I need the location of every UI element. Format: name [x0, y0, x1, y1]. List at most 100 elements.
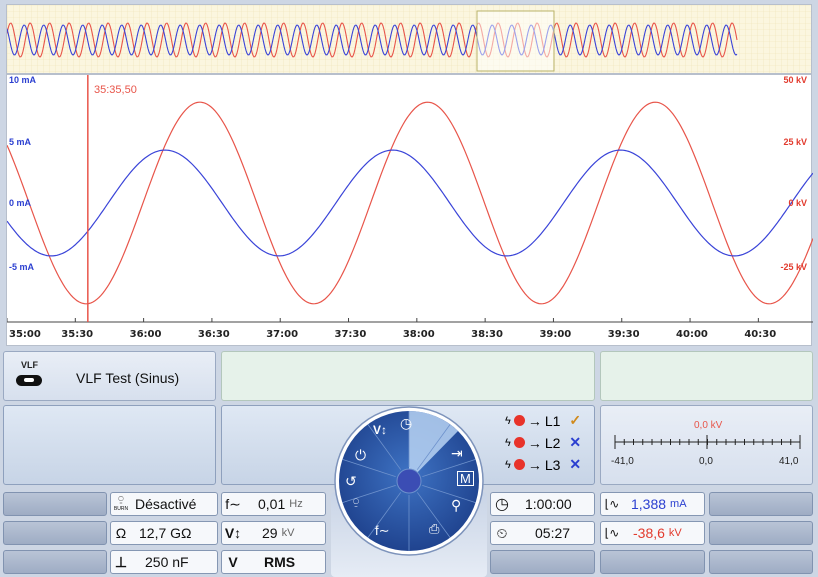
x-tick-label: 40:30 [744, 329, 777, 340]
phase-dot-icon [513, 459, 525, 470]
voltage-setting[interactable]: V↕ 29 kV [221, 521, 326, 545]
memory-icon[interactable]: M [457, 471, 474, 486]
power-icon[interactable]: ⏻ [355, 447, 367, 463]
slot-empty[interactable] [490, 550, 595, 574]
slot-empty[interactable] [3, 521, 107, 545]
duration-readout[interactable]: ◷ 1:00:00 [490, 492, 595, 516]
function-dial[interactable]: V↕ ◷ ⏻ ⇥ ↺ M ⍜ ⚲ f∼ ⎙ [333, 405, 485, 557]
frequency-setting[interactable]: f∼ 0,01 Hz [221, 492, 326, 516]
arrow-right-icon[interactable]: ⇥ [451, 445, 463, 461]
dial-spoke [342, 458, 396, 478]
voltage-set-icon[interactable]: V↕ [373, 423, 388, 437]
check-icon: ✓ [569, 412, 582, 428]
phase-label: L1 [544, 412, 561, 429]
slot-empty[interactable] [3, 492, 107, 516]
y-right-tick: 25 kV [783, 137, 807, 147]
dial-spoke [416, 424, 451, 470]
x-tick-label: 39:00 [539, 329, 572, 340]
resistance-readout[interactable]: Ω 12,7 GΩ [110, 521, 218, 545]
clock-icon[interactable]: ◷ [400, 415, 413, 431]
voltage-mode-value: RMS [264, 554, 296, 570]
phase-label: L2 [544, 434, 561, 451]
slot-empty[interactable] [3, 550, 107, 574]
phase-dot-icon [513, 415, 525, 426]
lightning-icon: ϟ [505, 458, 511, 471]
arrow-right-icon: → [527, 412, 542, 429]
scale-value: 0,0 kV [694, 420, 723, 431]
resistance-value: 12,7 GΩ [139, 525, 192, 541]
current-series [7, 149, 813, 257]
current-unit: mA [670, 498, 687, 510]
phase-dot-icon [513, 437, 525, 448]
print-icon[interactable]: ⎙ [429, 521, 440, 536]
scale-min: -41,0 [611, 456, 634, 467]
y-right-tick: -25 kV [780, 262, 807, 272]
frequency-icon: f∼ [225, 495, 241, 512]
vlf-icon-label: VLF [21, 360, 38, 370]
x-tick-label: 39:30 [607, 329, 640, 340]
vlf-test-name: VLF Test (Sinus) [76, 370, 180, 386]
voltage-icon: V↕ [224, 525, 242, 541]
x-tick-label: 35:00 [9, 329, 41, 340]
overview-window [476, 10, 555, 72]
voltage-unit: kV [281, 527, 295, 539]
overview-strip[interactable] [6, 4, 812, 74]
cross-icon: ✕ [569, 434, 582, 450]
dial-spoke [422, 484, 476, 504]
x-tick-label: 38:00 [402, 329, 435, 340]
voltage-measured-value: -38,6 [633, 525, 665, 541]
phase-row-l1[interactable]: ϟ → L1 ✓ [505, 412, 581, 429]
scale-max: 41,0 [779, 456, 799, 467]
voltage-readout[interactable]: ⌊∿ -38,6 kV [600, 521, 705, 545]
slot-empty[interactable] [709, 521, 813, 545]
x-tick-label: 40:00 [676, 329, 708, 340]
phase-label: L3 [544, 456, 561, 473]
capacitor-icon: ⊥ [114, 553, 128, 570]
y-right-tick: 50 kV [783, 75, 807, 85]
current-value: 1,388 [631, 496, 667, 512]
phase-row-l2[interactable]: ϟ → L2 ✕ [505, 434, 581, 451]
current-readout[interactable]: ⌊∿ 1,388 mA [600, 492, 705, 516]
slot-empty[interactable] [709, 492, 813, 516]
voltage-mode-icon: V [228, 554, 238, 570]
elapsed-icon: ⏲ [496, 524, 508, 541]
x-tick-label: 36:30 [197, 329, 230, 340]
capacitance-readout[interactable]: ⊥ 250 nF [110, 550, 218, 574]
x-tick-label: 35:30 [61, 329, 94, 340]
frequency-dial-icon[interactable]: f∼ [375, 523, 390, 538]
vlf-test-panel[interactable]: VLF VLF Test (Sinus) [3, 351, 216, 401]
y-left-tick: -5 mA [9, 262, 35, 272]
resistance-icon: Ω [115, 525, 127, 541]
info-panel-green-1 [221, 351, 595, 401]
y-left-tick: 0 mA [9, 198, 32, 208]
clock-icon: ◷ [495, 496, 509, 513]
dial-spoke [422, 458, 476, 478]
x-tick-label: 37:30 [334, 329, 367, 340]
graph-icon: ⌊∿ [604, 526, 620, 540]
dial-svg [334, 406, 484, 556]
burn-dial-icon[interactable]: ⍜ [353, 497, 359, 508]
refresh-icon[interactable]: ↺ [345, 473, 357, 489]
x-tick-label: 36:00 [129, 329, 162, 340]
voltage-mode-setting[interactable]: V RMS [221, 550, 326, 574]
x-tick-label: 37:00 [266, 329, 299, 340]
burn-icon: ⍜ BURN [113, 494, 129, 513]
slot-empty[interactable] [600, 550, 705, 574]
y-right-tick: 0 kV [788, 198, 807, 208]
elapsed-readout[interactable]: ⏲ 05:27 [490, 521, 595, 545]
phase-list: ϟ → L1 ✓ ϟ → L2 ✕ ϟ → L3 ✕ [505, 412, 600, 478]
overview-chart [7, 5, 811, 73]
info-panel-green-2 [600, 351, 813, 401]
y-left-tick: 10 mA [9, 75, 37, 85]
burn-setting[interactable]: ⍜ BURN Désactivé [110, 492, 218, 516]
slot-empty[interactable] [709, 550, 813, 574]
voltage-value: 29 [262, 525, 278, 541]
arrow-right-icon: → [527, 456, 542, 473]
voltage-series [7, 101, 813, 305]
phase-row-l3[interactable]: ϟ → L3 ✕ [505, 456, 581, 473]
chart-svg [7, 75, 813, 323]
main-chart[interactable]: 10 mA 5 mA 0 mA -5 mA 50 kV 25 kV 0 kV -… [6, 74, 813, 346]
duration-value: 1:00:00 [525, 496, 572, 512]
arrow-right-icon: → [527, 434, 542, 451]
search-icon[interactable]: ⚲ [451, 497, 462, 513]
